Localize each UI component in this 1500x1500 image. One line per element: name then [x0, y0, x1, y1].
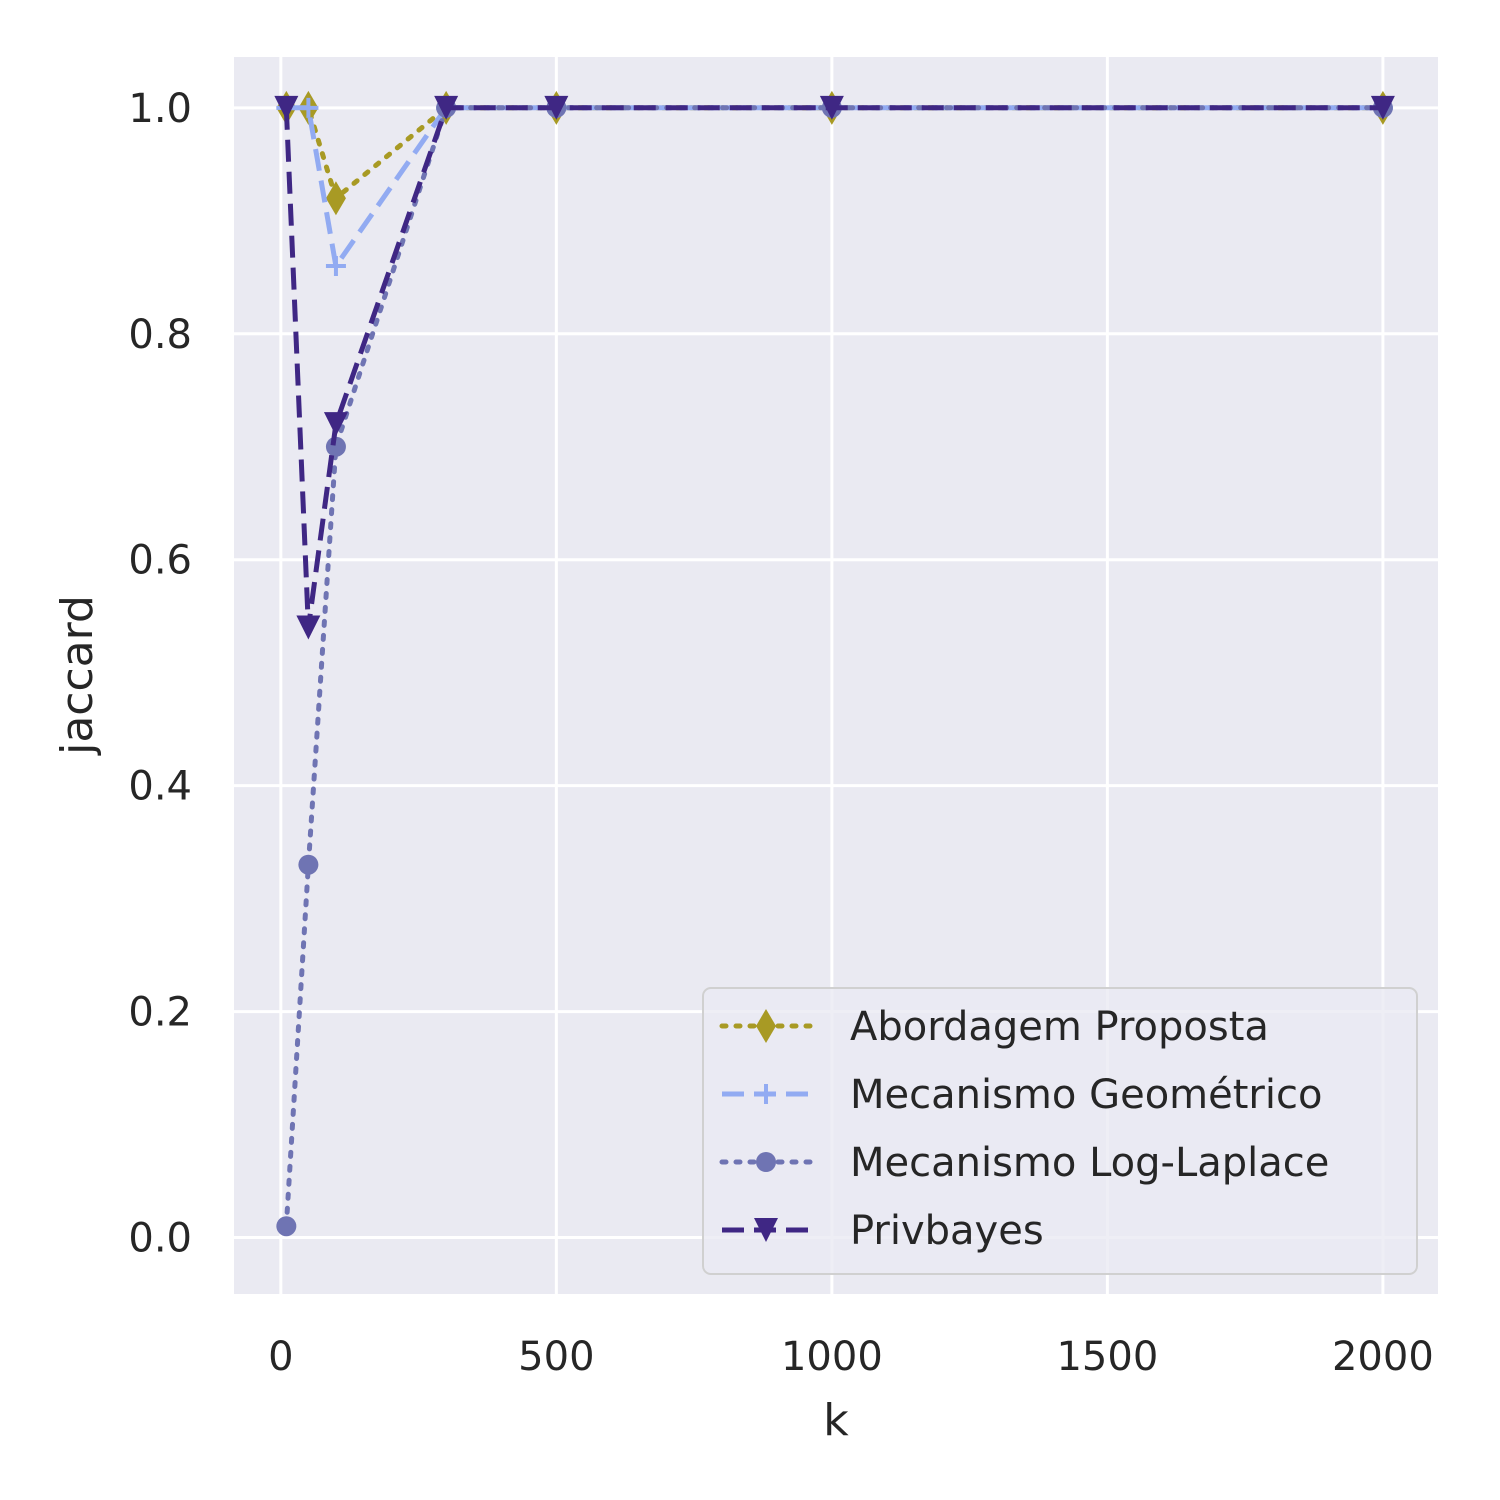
data-point-marker — [325, 436, 346, 457]
y-tick-label: 0.2 — [128, 990, 192, 1036]
y-tick-label: 0.0 — [128, 1216, 192, 1262]
data-point-marker — [756, 1152, 776, 1172]
x-tick-label: 2000 — [1332, 1334, 1434, 1380]
data-point-marker — [754, 1218, 778, 1242]
legend: Abordagem Proposta Mecanismo Geométrico Me… — [702, 987, 1418, 1275]
data-point-marker — [276, 1216, 297, 1237]
data-point-marker — [325, 255, 346, 276]
y-axis-ticks: 0.0 0.2 0.4 0.6 0.8 1.0 — [128, 86, 192, 1262]
series-group — [274, 95, 1395, 640]
x-axis-label: k — [823, 1395, 849, 1446]
data-point-marker — [298, 97, 319, 118]
data-point-marker — [296, 615, 321, 640]
legend-item: Mecanismo Log-Laplace — [719, 1140, 1329, 1186]
x-tick-label: 500 — [518, 1334, 594, 1380]
y-tick-label: 1.0 — [128, 86, 192, 132]
data-point-marker — [756, 1009, 776, 1043]
legend-item: Mecanismo Geométrico — [722, 1072, 1322, 1118]
data-point-marker — [1370, 95, 1395, 120]
data-point-marker — [325, 181, 346, 216]
data-point-marker — [544, 95, 569, 120]
x-tick-label: 1000 — [781, 1334, 883, 1380]
legend-label: Privbayes — [850, 1208, 1044, 1254]
y-tick-label: 0.8 — [128, 312, 192, 358]
data-point-marker — [819, 95, 844, 120]
data-point-marker — [298, 854, 319, 875]
legend-item: Abordagem Proposta — [719, 1004, 1269, 1050]
series-layer — [274, 90, 1395, 1237]
x-axis-ticks: 0 500 1000 1500 2000 — [268, 1334, 1434, 1380]
legend-box — [702, 987, 1418, 1275]
x-tick-label: 1500 — [1056, 1334, 1158, 1380]
data-point-marker — [756, 1084, 776, 1104]
legend-label: Mecanismo Geométrico — [850, 1072, 1322, 1118]
legend-label: Abordagem Proposta — [850, 1004, 1269, 1050]
y-axis-label: jaccard — [52, 595, 103, 756]
x-tick-label: 0 — [268, 1334, 293, 1380]
data-point-marker — [323, 412, 348, 437]
data-point-marker — [274, 95, 299, 120]
y-tick-label: 0.6 — [128, 538, 192, 584]
legend-item: Privbayes — [722, 1208, 1044, 1254]
legend-label: Mecanismo Log-Laplace — [850, 1140, 1329, 1186]
y-tick-label: 0.4 — [128, 764, 192, 810]
data-point-marker — [434, 95, 459, 120]
